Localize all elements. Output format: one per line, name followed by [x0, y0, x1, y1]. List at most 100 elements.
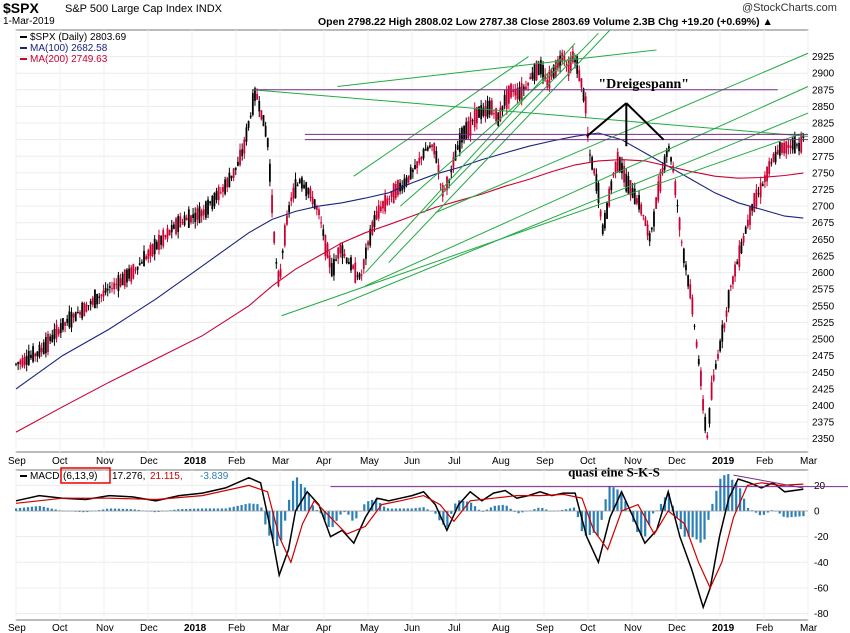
macd-hist-bar [497, 505, 500, 512]
price-bar-body [661, 167, 664, 174]
ohlc-line: Open 2798.22 High 2808.02 Low 2787.38 Cl… [318, 16, 773, 28]
macd-legend-value: -3.839 [200, 471, 229, 482]
macd-hist-bar [307, 493, 310, 512]
price-ytick-label: 2925 [812, 52, 835, 63]
price-bar-body [21, 358, 24, 367]
price-bar-body [313, 199, 316, 209]
price-bar-body [764, 175, 766, 183]
macd-hist-bar [173, 509, 176, 512]
pattern-annotation: "Dreigespann" [598, 77, 689, 92]
macd-hist-bar [402, 508, 405, 512]
macd-hist-bar [454, 503, 457, 512]
price-bar-body [473, 108, 476, 128]
price-bar-body [781, 142, 783, 153]
price-bar-body [650, 227, 653, 230]
price-ytick-label: 2425 [812, 384, 835, 395]
price-bar-body [640, 204, 643, 215]
macd-hist-bar [766, 511, 769, 513]
macd-xtick-label: Jul [448, 623, 461, 633]
macd-xtick-label: Oct [580, 623, 596, 633]
macd-legend-value: 17.276, [112, 471, 145, 482]
macd-hist-bar [762, 511, 765, 515]
macd-hist-bar [311, 505, 314, 512]
macd-hist-bar [287, 499, 291, 512]
price-bar-body [484, 106, 487, 117]
price-bar-body [674, 181, 677, 196]
macd-hist-bar [422, 507, 425, 512]
macd-hist-bar [758, 511, 762, 516]
price-bar-body [401, 185, 404, 191]
price-bar-body [757, 193, 760, 195]
price-bar-body [490, 100, 493, 116]
price-bar-body [676, 204, 679, 207]
macd-xtick-label: May [360, 623, 379, 633]
macd-hist-bar [375, 498, 378, 512]
symbol-name: S&P 500 Large Cap Index INDX [65, 3, 222, 15]
price-bar-body [503, 95, 506, 106]
macd-hist-bar [244, 504, 247, 512]
macd-hist-bar [347, 511, 350, 515]
price-bar-body [437, 164, 440, 174]
macd-hist-bar [505, 505, 508, 512]
price-bar-body [179, 216, 182, 228]
price-bar-body [539, 60, 542, 75]
price-bar-body [379, 206, 382, 212]
macd-hist-bar [659, 503, 663, 512]
price-bar-body [117, 275, 120, 291]
price-bar-body [525, 86, 527, 90]
macd-ytick-label: 0 [814, 507, 820, 518]
price-bar-body [535, 61, 538, 81]
macd-hist-bar [707, 511, 710, 520]
macd-hist-bar [78, 511, 81, 512]
price-bar-body [465, 122, 468, 140]
price-bar-body [138, 263, 141, 266]
date: 1-Mar-2019 [3, 16, 55, 27]
macd-hist-bar [26, 507, 30, 512]
macd-xtick-label: Apr [316, 623, 332, 633]
price-bar-body [708, 408, 711, 424]
price-bar-body [170, 224, 173, 233]
macd-annotation: quasi eine S-K-S [568, 464, 660, 479]
price-bar-body [373, 215, 376, 228]
macd-hist-bar [798, 511, 801, 517]
price-bar-body [685, 264, 687, 271]
price-ytick-label: 2625 [812, 251, 835, 262]
price-bar-body [38, 344, 41, 357]
macd-hist-bar [438, 511, 441, 521]
price-bar-body [232, 168, 235, 178]
price-bar-body [608, 188, 611, 207]
price-bar-body [597, 183, 600, 203]
price-bar-body [262, 115, 265, 127]
price-bar-body [175, 218, 177, 235]
macd-hist-bar [319, 511, 322, 514]
price-bar-body [98, 296, 101, 298]
price-bar-body [360, 274, 363, 276]
macd-hist-bar [252, 503, 255, 512]
macd-line [15, 476, 804, 610]
macd-hist-bar [133, 509, 136, 512]
price-bar-body [706, 435, 709, 438]
macd-hist-bar [86, 511, 89, 513]
price-xtick-label: Feb [228, 456, 246, 467]
macd-hist-bar [38, 505, 41, 512]
macd-hist-bar [493, 505, 496, 512]
macd-hist-bar [125, 508, 128, 512]
macd-hist-bar [501, 504, 504, 512]
price-bar-body [461, 127, 463, 143]
price-bar-body [394, 184, 397, 199]
price-bar-body [411, 169, 414, 173]
price-bar-body [689, 284, 692, 299]
price-bar-body [732, 276, 734, 285]
macd-hist-bar [208, 508, 212, 512]
price-bar-body [66, 318, 69, 323]
price-bar-body [746, 219, 749, 227]
macd-legend-value: 21.115, [150, 471, 183, 482]
price-bar-body [36, 351, 39, 357]
price-bar-body [132, 264, 135, 279]
price-bar-body [119, 278, 122, 287]
macd-hist-bar [636, 511, 639, 533]
macd-hist-bar [584, 511, 587, 536]
price-bar-body [160, 235, 162, 245]
brand: @StockCharts.com [742, 2, 837, 14]
